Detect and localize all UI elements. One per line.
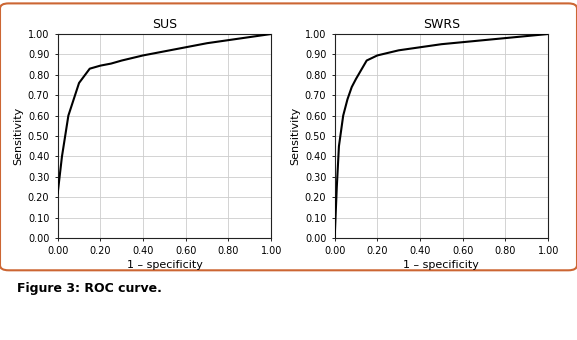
Title: SWRS: SWRS [423,18,460,31]
Title: SUS: SUS [152,18,177,31]
Y-axis label: Sensitivity: Sensitivity [291,107,301,165]
Text: Figure 3: ROC curve.: Figure 3: ROC curve. [17,282,162,295]
X-axis label: 1 – specificity: 1 – specificity [126,260,203,271]
X-axis label: 1 – specificity: 1 – specificity [403,260,479,271]
Y-axis label: Sensitivity: Sensitivity [14,107,24,165]
